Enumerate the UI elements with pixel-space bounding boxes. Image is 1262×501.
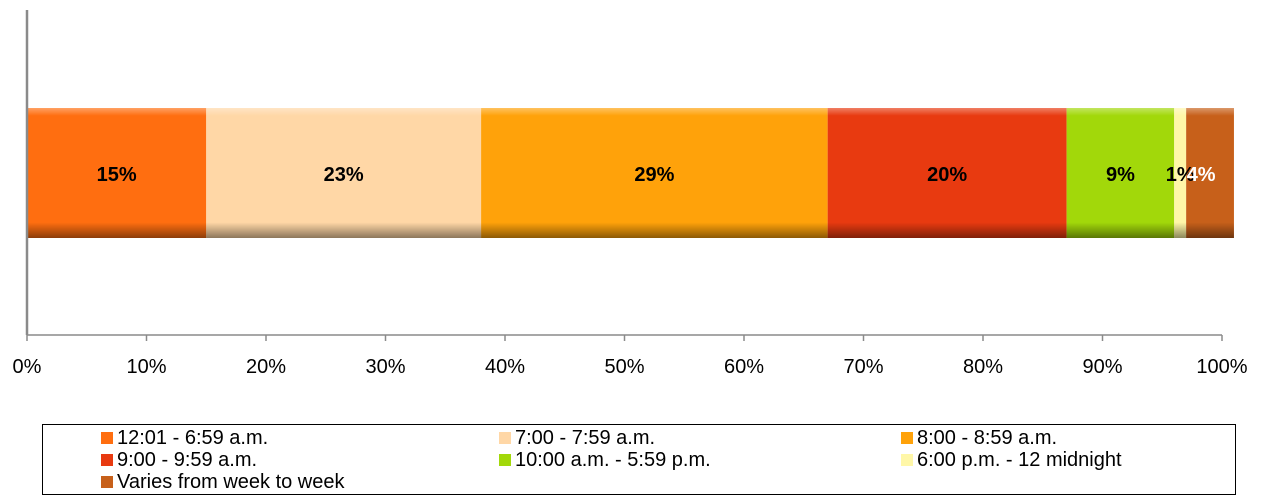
data-labels: 15% 23% 29% 20% 9% 1%4% [97,164,1216,186]
x-tick-label: 90% [1082,356,1122,378]
x-axis-ticks [26,335,1223,341]
x-tick-label: 100% [1196,356,1247,378]
legend-swatch [101,432,113,444]
legend-label: 7:00 - 7:59 a.m. [515,426,656,449]
legend-swatch [499,454,511,466]
bar-segment-shading [1066,108,1175,238]
data-label: 1% [1166,164,1195,186]
legend-label: 12:01 - 6:59 a.m. [117,426,269,449]
data-label: 15% [97,164,137,186]
legend-label: 8:00 - 8:59 a.m. [917,426,1058,449]
legend-swatch [901,432,913,444]
bar-segment-shading [827,108,1067,238]
x-tick-label: 60% [724,356,764,378]
legend-items: 12:01 - 6:59 a.m. 7:00 - 7:59 a.m. 8:00 - … [101,427,1201,493]
legend-item: 6:00 p.m. - 12 midnight [901,449,1201,471]
legend-item: 8:00 - 8:59 a.m. [901,427,1201,449]
x-tick-label: 40% [485,356,525,378]
data-label: 23% [324,164,364,186]
legend-item: Varies from week to week [101,471,499,493]
legend-swatch [101,454,113,466]
bar-segment-shading [481,108,828,238]
stacked-bar-chart: 15% 23% 29% 20% 9% 1%4% 0% 10% 20% 30% 40% 50% 60% 7… [13,10,1248,378]
legend-item: 9:00 - 9:59 a.m. [101,449,499,471]
x-tick-label: 50% [604,356,644,378]
legend-label: Varies from week to week [117,470,345,493]
x-tick-label: 20% [246,356,286,378]
legend-label: 10:00 a.m. - 5:59 p.m. [515,448,711,471]
data-label: 29% [634,164,674,186]
legend-item: 10:00 a.m. - 5:59 p.m. [499,449,901,471]
legend-label: 6:00 p.m. - 12 midnight [917,448,1122,471]
data-label: 4% [1187,164,1216,186]
x-tick-label: 30% [365,356,405,378]
data-label: 9% [1106,164,1135,186]
legend-swatch [499,432,511,444]
x-tick-label: 10% [126,356,166,378]
bar-segment-shading [1186,108,1234,238]
x-tick-label: 0% [13,356,42,378]
legend: 12:01 - 6:59 a.m. 7:00 - 7:59 a.m. 8:00 - … [42,424,1236,495]
legend-swatch [101,476,113,488]
bar-segment-shading [206,108,482,238]
data-label: 20% [927,164,967,186]
legend-item: 12:01 - 6:59 a.m. [101,427,499,449]
bar-segment-shading [1174,108,1187,238]
x-tick-label: 70% [843,356,883,378]
legend-swatch [901,454,913,466]
legend-label: 9:00 - 9:59 a.m. [117,448,258,471]
x-tick-label: 80% [963,356,1003,378]
bar-segment-shading [27,108,207,238]
legend-item: 7:00 - 7:59 a.m. [499,427,901,449]
x-axis-tick-labels: 0% 10% 20% 30% 40% 50% 60% 70% 80% 90% 100% [13,356,1248,378]
